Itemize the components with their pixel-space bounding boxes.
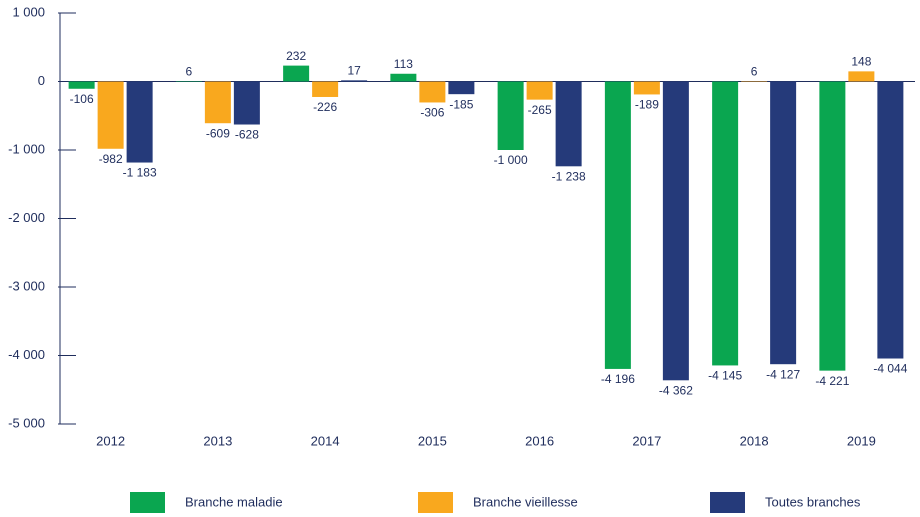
bar bbox=[497, 81, 524, 150]
bar bbox=[633, 81, 660, 95]
y-tick-label: -4 000 bbox=[8, 347, 45, 362]
legend-swatch bbox=[130, 492, 165, 513]
bar bbox=[175, 81, 202, 82]
x-tick-label: 2013 bbox=[203, 433, 232, 448]
bar bbox=[877, 81, 904, 359]
y-tick-label: 1 000 bbox=[12, 4, 45, 19]
y-tick-label: 0 bbox=[38, 73, 45, 88]
legend-swatch bbox=[418, 492, 453, 513]
bar bbox=[233, 81, 260, 125]
bar bbox=[390, 73, 417, 82]
bar bbox=[604, 81, 631, 369]
value-label: -4 044 bbox=[873, 362, 907, 376]
x-tick-label: 2012 bbox=[96, 433, 125, 448]
value-label: -4 362 bbox=[659, 383, 693, 397]
value-label: -982 bbox=[99, 152, 123, 166]
value-label: -628 bbox=[235, 128, 259, 142]
value-label: 6 bbox=[751, 64, 758, 78]
bar bbox=[662, 81, 689, 381]
value-label: 148 bbox=[851, 55, 871, 69]
x-tick-label: 2017 bbox=[632, 433, 661, 448]
bar bbox=[555, 81, 582, 167]
x-tick-label: 2018 bbox=[740, 433, 769, 448]
value-label: -1 000 bbox=[494, 153, 528, 167]
bar bbox=[819, 81, 846, 371]
value-label: 232 bbox=[286, 49, 306, 63]
value-label: -106 bbox=[70, 92, 94, 106]
value-label: -226 bbox=[313, 100, 337, 114]
legend-label: Branche vieillesse bbox=[473, 494, 578, 509]
value-label: -4 221 bbox=[815, 374, 849, 388]
y-tick-label: -5 000 bbox=[8, 415, 45, 430]
bar bbox=[448, 81, 475, 95]
bar bbox=[68, 81, 95, 89]
x-tick-label: 2016 bbox=[525, 433, 554, 448]
y-tick-label: -2 000 bbox=[8, 210, 45, 225]
bar bbox=[204, 81, 231, 124]
value-label: -189 bbox=[635, 98, 659, 112]
x-tick-label: 2019 bbox=[847, 433, 876, 448]
value-label: -4 145 bbox=[708, 369, 742, 383]
value-label: -1 183 bbox=[123, 166, 157, 180]
x-tick-label: 2015 bbox=[418, 433, 447, 448]
value-label: -306 bbox=[420, 106, 444, 120]
legend-label: Toutes branches bbox=[765, 494, 861, 509]
value-label: -609 bbox=[206, 126, 230, 140]
bar bbox=[848, 71, 875, 82]
legend-label: Branche maladie bbox=[185, 494, 283, 509]
bar bbox=[526, 81, 553, 100]
value-label: -185 bbox=[449, 97, 473, 111]
value-label: -265 bbox=[528, 103, 552, 117]
bar bbox=[419, 81, 446, 103]
bar bbox=[97, 81, 124, 149]
y-tick-label: -3 000 bbox=[8, 278, 45, 293]
value-label: -4 196 bbox=[601, 372, 635, 386]
value-label: -4 127 bbox=[766, 367, 800, 381]
value-label: 113 bbox=[394, 57, 413, 71]
bar bbox=[341, 80, 368, 82]
y-tick-label: -1 000 bbox=[8, 141, 45, 156]
x-tick-label: 2014 bbox=[311, 433, 340, 448]
bar bbox=[126, 81, 153, 163]
bar bbox=[770, 81, 797, 365]
value-label: 17 bbox=[347, 64, 361, 78]
bar bbox=[283, 65, 310, 82]
value-label: -1 238 bbox=[552, 169, 586, 183]
bar bbox=[312, 81, 339, 97]
value-label: 6 bbox=[186, 64, 193, 78]
bar bbox=[741, 81, 768, 82]
legend-swatch bbox=[710, 492, 745, 513]
bar bbox=[712, 81, 739, 366]
